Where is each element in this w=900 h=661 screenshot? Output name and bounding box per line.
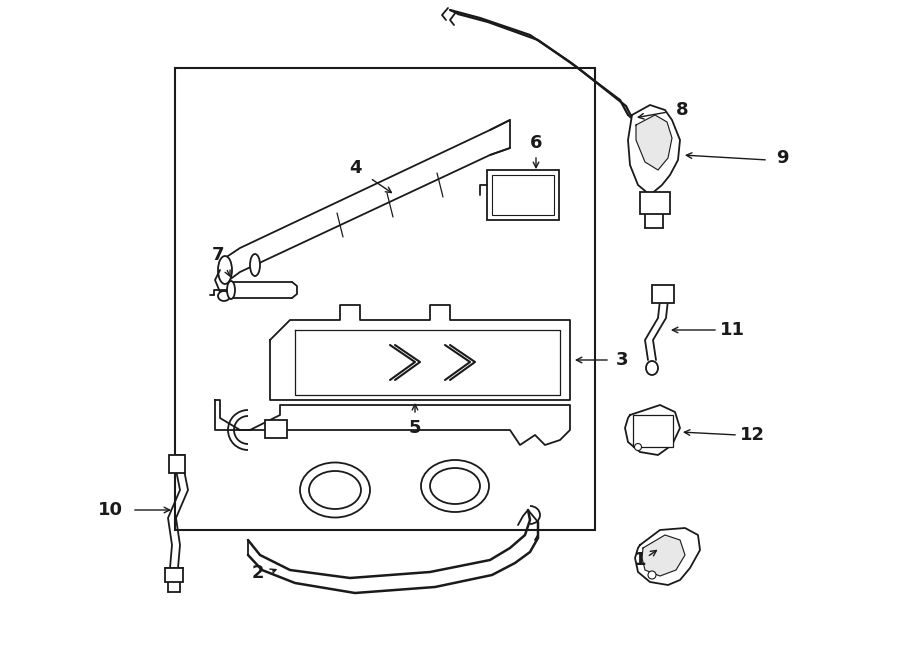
Text: 3: 3 [616, 351, 628, 369]
Ellipse shape [218, 256, 232, 284]
Ellipse shape [634, 444, 642, 451]
Text: 7: 7 [212, 246, 224, 264]
Text: 4: 4 [349, 159, 361, 177]
Bar [487, 170, 559, 220]
Bar [165, 568, 183, 582]
Ellipse shape [227, 281, 235, 299]
Polygon shape [636, 115, 672, 170]
Bar [265, 420, 287, 438]
Text: 8: 8 [676, 101, 688, 119]
Ellipse shape [300, 463, 370, 518]
Polygon shape [295, 330, 560, 395]
Bar [169, 455, 185, 473]
Polygon shape [215, 400, 570, 445]
Bar [175, 68, 595, 530]
Polygon shape [642, 535, 685, 576]
Ellipse shape [648, 571, 656, 579]
Polygon shape [270, 305, 570, 400]
Text: 11: 11 [719, 321, 744, 339]
Bar [640, 192, 670, 214]
Text: 2: 2 [252, 564, 265, 582]
Polygon shape [628, 105, 680, 195]
Bar [652, 285, 674, 303]
Text: 12: 12 [740, 426, 764, 444]
Ellipse shape [421, 460, 489, 512]
Polygon shape [625, 405, 680, 455]
Text: 9: 9 [776, 149, 788, 167]
Ellipse shape [250, 254, 260, 276]
Text: 10: 10 [97, 501, 122, 519]
Bar [633, 415, 673, 447]
Polygon shape [635, 528, 700, 585]
Ellipse shape [646, 361, 658, 375]
Text: 1: 1 [634, 551, 646, 569]
Bar [492, 175, 554, 215]
Text: 6: 6 [530, 134, 542, 152]
Text: 5: 5 [409, 419, 421, 437]
Ellipse shape [218, 291, 230, 301]
Ellipse shape [430, 468, 480, 504]
Ellipse shape [309, 471, 361, 509]
